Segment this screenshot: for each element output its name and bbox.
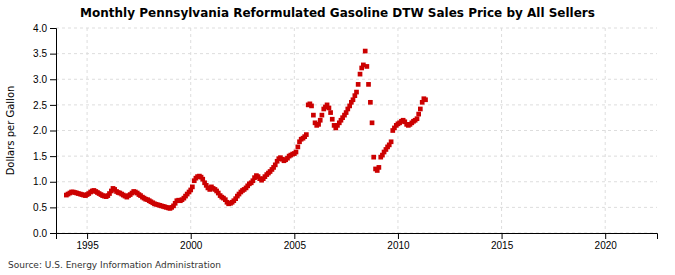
tick-label: 2015	[491, 240, 514, 251]
grid-line	[56, 130, 657, 131]
tick: 2010	[387, 233, 410, 251]
tick: 2015	[491, 233, 514, 251]
point	[389, 139, 394, 144]
points	[64, 49, 428, 211]
tick: 0.5	[33, 202, 56, 213]
point	[423, 97, 428, 102]
point	[365, 64, 370, 69]
tick-label: 1.5	[33, 151, 47, 162]
tick-mark	[50, 28, 56, 29]
tick-label: 3.0	[33, 74, 47, 85]
point	[351, 97, 356, 102]
point	[370, 120, 375, 125]
point	[371, 155, 376, 160]
y-axis-title: Dollars per Gallon	[5, 86, 16, 176]
point	[415, 116, 420, 121]
tick-label: 1.0	[33, 176, 47, 187]
point	[320, 113, 325, 118]
grid-line	[56, 28, 657, 29]
point	[330, 117, 335, 122]
tick-label: 3.5	[33, 48, 47, 59]
tick: 2005	[284, 233, 307, 251]
grid-line	[56, 207, 657, 208]
point	[294, 150, 299, 155]
tick: 2.0	[33, 125, 56, 136]
point	[366, 82, 371, 87]
tick-mark	[50, 182, 56, 183]
tick: 1.0	[33, 176, 56, 187]
grid-line	[56, 104, 657, 105]
point	[316, 122, 321, 127]
tick: 0.0	[33, 228, 56, 239]
grid	[56, 28, 657, 233]
tick: 3.5	[33, 48, 56, 59]
tick-label: 2.0	[33, 125, 47, 136]
point	[416, 112, 421, 117]
grid-line	[56, 79, 657, 80]
grid-line	[294, 28, 295, 233]
chart: 1995 2000 2005 2010 2015 2020 0.0 0.5 1.0 1.5 2.0 2…	[0, 0, 675, 275]
point	[311, 113, 316, 118]
point	[318, 118, 323, 123]
tick-label: 2020	[595, 240, 618, 251]
axis-line	[57, 234, 658, 240]
tick-label: 0.5	[33, 202, 47, 213]
point	[296, 145, 301, 150]
tick-mark	[605, 233, 606, 239]
point	[328, 110, 333, 115]
tick: 2000	[180, 233, 203, 251]
point	[309, 104, 314, 109]
tick-label: 2.5	[33, 100, 47, 111]
x-axis: 1995 2000 2005 2010 2015 2020	[57, 233, 658, 251]
tick-label: 2010	[387, 240, 410, 251]
tick: 1.5	[33, 151, 56, 162]
y-axis: 0.0 0.5 1.0 1.5 2.0 2.5 3.0 3.5 4.0	[33, 23, 56, 239]
point	[190, 185, 195, 190]
tick-label: 1995	[76, 240, 99, 251]
point	[304, 132, 309, 137]
point	[354, 90, 359, 95]
tick-mark	[50, 131, 56, 132]
grid-line	[56, 53, 657, 54]
grid-line	[56, 156, 657, 157]
tick-mark	[502, 233, 503, 239]
tick: 3.0	[33, 74, 56, 85]
title: Monthly Pennsylvania Reformulated Gasoli…	[80, 6, 595, 20]
tick-label: 0.0	[33, 228, 47, 239]
tick-mark	[191, 233, 192, 239]
point	[377, 165, 382, 170]
tick-label: 2005	[284, 240, 307, 251]
tick-mark	[50, 105, 56, 106]
tick: 1995	[76, 233, 99, 251]
grid-line	[56, 181, 657, 182]
tick-mark	[50, 156, 56, 157]
tick-label: 4.0	[33, 23, 47, 34]
tick-mark	[50, 79, 56, 80]
tick: 4.0	[33, 23, 56, 34]
tick-mark	[294, 233, 295, 239]
point	[358, 72, 363, 77]
axis-line	[50, 29, 57, 234]
point	[356, 82, 361, 87]
tick-mark	[398, 233, 399, 239]
point	[363, 49, 368, 54]
point	[327, 106, 332, 111]
point	[368, 100, 373, 105]
tick-mark	[50, 54, 56, 55]
tick-mark	[50, 233, 56, 234]
point	[418, 107, 423, 112]
tick: 2020	[595, 233, 618, 251]
tick-mark	[50, 207, 56, 208]
plot-area: 1995 2000 2005 2010 2015 2020 0.0 0.5 1.0 1.5 2.0 2…	[33, 23, 657, 251]
tick: 2.5	[33, 100, 56, 111]
tick-mark	[87, 233, 88, 239]
annotation: Source: U.S. Energy Information Administ…	[8, 260, 221, 270]
tick-label: 2000	[180, 240, 203, 251]
